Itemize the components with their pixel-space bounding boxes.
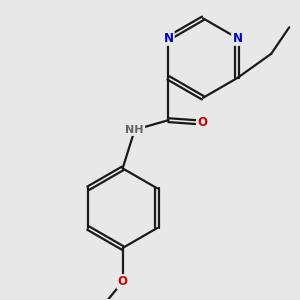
Text: N: N bbox=[164, 32, 173, 45]
Text: O: O bbox=[197, 116, 207, 129]
Text: O: O bbox=[118, 275, 128, 288]
Text: NH: NH bbox=[125, 125, 144, 135]
Text: N: N bbox=[232, 32, 242, 45]
